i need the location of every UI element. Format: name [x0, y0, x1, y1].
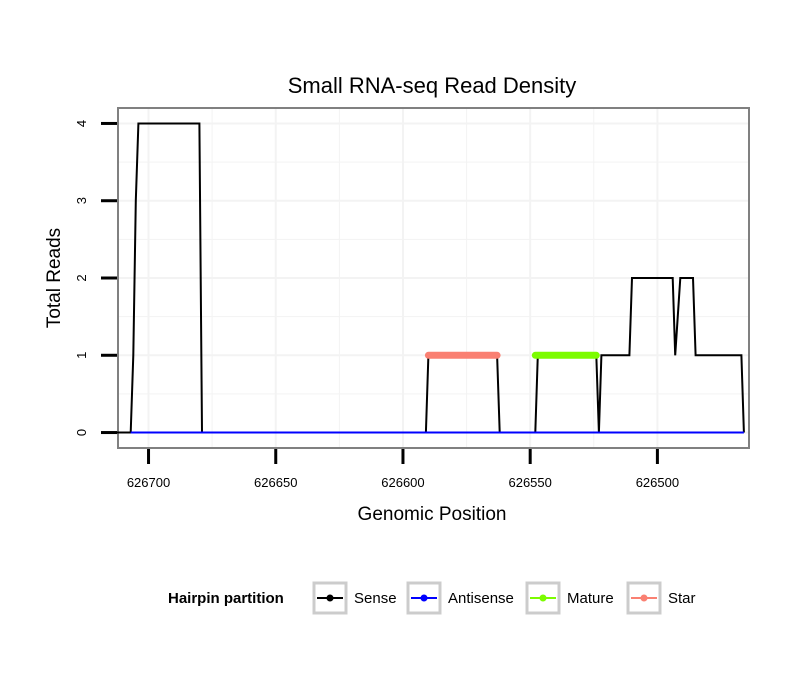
y-axis-label: Total Reads: [44, 228, 65, 328]
x-tick-label: 626500: [636, 475, 679, 490]
legend-key-point: [640, 594, 648, 602]
y-tick-label: 2: [74, 274, 89, 281]
legend-title: Hairpin partition: [168, 590, 284, 607]
legend-label-star: Star: [668, 590, 696, 607]
axes: 626700 626650 626600 626550 626500 0 1 2 3 4: [74, 120, 679, 490]
x-tick-label: 626600: [381, 475, 424, 490]
legend-label-sense: Sense: [354, 590, 397, 607]
x-axis-label: Genomic Position: [358, 504, 507, 525]
legend: Hairpin partition Sense Antisense Mature St…: [168, 581, 696, 615]
y-tick-label: 3: [74, 197, 89, 204]
legend-label-mature: Mature: [567, 590, 614, 607]
x-tick-label: 626650: [254, 475, 297, 490]
y-tick-label: 0: [74, 429, 89, 436]
y-tick-label: 4: [74, 120, 89, 127]
legend-label-antisense: Antisense: [448, 590, 514, 607]
x-tick-label: 626700: [127, 475, 170, 490]
legend-key-point: [539, 594, 547, 602]
legend-key-point: [326, 594, 334, 602]
legend-key-point: [420, 594, 428, 602]
x-tick-label: 626550: [508, 475, 551, 490]
y-tick-label: 1: [74, 352, 89, 359]
chart-title: Small RNA-seq Read Density: [288, 73, 577, 98]
series-layer: [115, 122, 745, 434]
